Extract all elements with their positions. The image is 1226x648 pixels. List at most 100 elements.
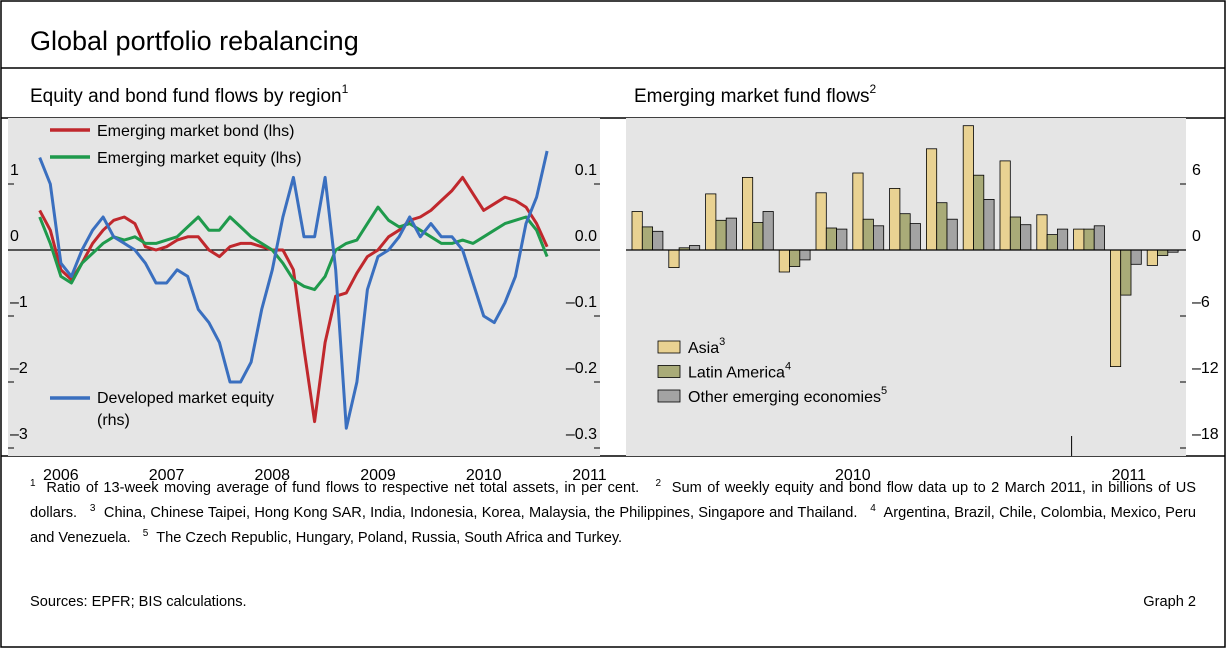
bar: [836, 228, 848, 251]
y-tick-label: –12: [1192, 360, 1219, 377]
y-tick-label: 0: [1192, 228, 1201, 245]
sources: Sources: EPFR; BIS calculations.: [30, 594, 247, 610]
y-tick-label: 1: [10, 162, 19, 179]
legend-swatch: [657, 340, 681, 354]
x-tick-label: 2008: [254, 467, 290, 484]
bar: [973, 174, 985, 251]
legend-label: Developed market equity (rhs): [97, 390, 274, 429]
bar: [1046, 234, 1058, 251]
legend-swatch: [657, 389, 681, 403]
x-tick-label: 2006: [43, 467, 79, 484]
legend-label: Latin America4: [688, 361, 791, 382]
footnote-text: Argentina, Brazil, Chile, Colombia, Mexi…: [30, 505, 1196, 546]
bar: [825, 227, 838, 251]
bar: [668, 249, 680, 269]
bar: [889, 187, 901, 251]
legend-name: Latin America: [688, 365, 785, 382]
y-tick-label: –2: [10, 360, 28, 377]
bar: [789, 249, 801, 267]
legend-swatch: [657, 365, 681, 378]
bar: [1073, 228, 1085, 251]
bar: [742, 176, 754, 251]
y2-tick-label: –0.2: [566, 360, 597, 377]
bar: [862, 218, 874, 251]
bar: [1146, 249, 1158, 266]
bar: [1083, 228, 1095, 251]
footnote-text: China, Chinese Taipei, Hong Kong SAR, In…: [103, 505, 858, 521]
y-tick-label: –18: [1192, 426, 1219, 443]
bar: [899, 213, 911, 251]
footnote-mark: 3: [89, 503, 96, 515]
legend-note: 4: [785, 361, 791, 373]
bar: [705, 193, 717, 251]
bar: [1036, 214, 1048, 251]
bar: [962, 125, 974, 251]
footnote-mark: 2: [655, 478, 661, 490]
legend-label: Asia3: [688, 336, 725, 357]
y-tick-label: –1: [10, 294, 28, 311]
bar: [725, 217, 737, 251]
legend-note: 3: [719, 336, 725, 348]
line-series: [38, 150, 549, 430]
bar: [926, 148, 938, 251]
bar: [1157, 249, 1169, 256]
bar: [689, 245, 701, 251]
legend-note: 5: [881, 385, 887, 397]
subtitle: Emerging market fund flows2: [634, 82, 877, 107]
x-tick-label: 2011: [572, 467, 607, 484]
bar: [815, 192, 827, 251]
bar: [641, 226, 654, 251]
bar: [936, 202, 948, 251]
x-tick-label: 2010: [466, 467, 502, 484]
footnote-text: Sum of weekly equity and bond flow data …: [30, 480, 1196, 521]
x-tick-label: 2007: [149, 467, 185, 484]
x-tick-label: 2009: [360, 467, 396, 484]
bar: [652, 230, 664, 251]
bar: [752, 222, 764, 251]
bar: [1130, 249, 1142, 265]
bar: [909, 223, 921, 251]
footnote-text: The Czech Republic, Hungary, Poland, Rus…: [156, 530, 623, 546]
bar: [852, 172, 864, 251]
bar: [1110, 249, 1122, 367]
bar: [1009, 216, 1022, 251]
subtitle-text: Equity and bond fund flows by region: [30, 86, 342, 107]
line-series: [38, 205, 549, 292]
subtitle-note: 1: [342, 82, 349, 96]
footnotes: 1 Ratio of 13-week moving average of fun…: [30, 476, 1196, 551]
y2-tick-label: 0.0: [575, 228, 597, 245]
footnote-mark: 5: [142, 528, 149, 540]
bar: [1057, 228, 1069, 251]
footnote-mark: 4: [870, 503, 876, 515]
bar: [799, 249, 811, 261]
bar: [762, 211, 774, 251]
legend-label: Other emerging economies5: [688, 385, 887, 406]
bar: [778, 249, 790, 273]
page-title: Global portfolio rebalancing: [30, 26, 359, 56]
y-tick-label: 0: [10, 228, 19, 245]
bar: [999, 160, 1011, 251]
x-year-label: 2011: [1112, 467, 1147, 484]
y2-tick-label: –0.3: [566, 426, 597, 443]
y-tick-label: 6: [1192, 162, 1201, 179]
bar: [873, 225, 885, 251]
bar: [946, 218, 958, 251]
bar: [983, 198, 995, 251]
x-year-label: 2010: [835, 467, 871, 484]
bar: [1020, 224, 1032, 251]
legend-name: Asia: [688, 340, 719, 357]
y2-tick-label: –0.1: [566, 294, 597, 311]
bar: [715, 219, 727, 251]
legend-label: Emerging market equity (lhs): [97, 150, 302, 167]
subtitle-text: Emerging market fund flows: [634, 86, 870, 107]
line-series: [38, 175, 549, 424]
bar: [1093, 225, 1105, 251]
y2-tick-label: 0.1: [575, 162, 597, 179]
subtitle-note: 2: [870, 82, 877, 96]
legend-name: Other emerging economies: [688, 389, 881, 406]
plot-area: [626, 118, 1186, 456]
bar: [1120, 249, 1132, 296]
